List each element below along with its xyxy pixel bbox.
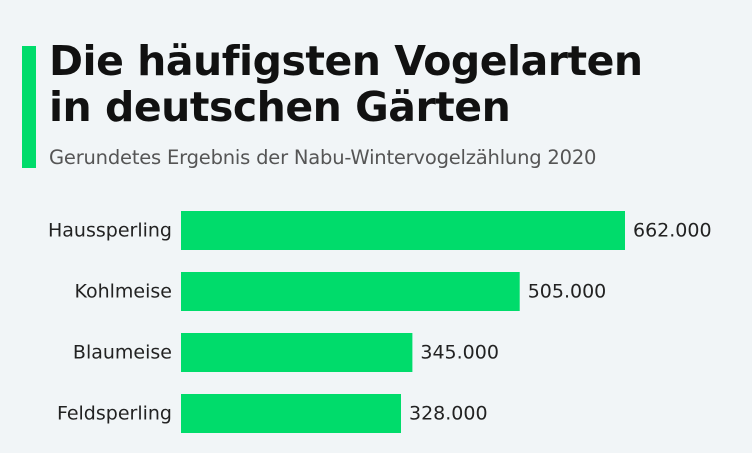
- value-label-blaumeise: 345.000: [420, 342, 499, 364]
- value-label-haussperling: 662.000: [633, 220, 712, 242]
- chart-title: Die häufigsten Vogelarten in deutschen G…: [49, 38, 643, 130]
- title-accent-bar: [22, 46, 36, 168]
- bar-kohlmeise: [181, 272, 520, 311]
- category-label-blaumeise: Blaumeise: [73, 342, 172, 364]
- category-label-feldsperling: Feldsperling: [57, 403, 172, 425]
- value-label-feldsperling: 328.000: [409, 403, 488, 425]
- category-label-kohlmeise: Kohlmeise: [74, 281, 172, 303]
- bar-feldsperling: [181, 394, 401, 433]
- chart-title-line-2: in deutschen Gärten: [49, 83, 511, 131]
- value-label-kohlmeise: 505.000: [528, 281, 607, 303]
- chart-title-line-1: Die häufigsten Vogelarten: [49, 37, 643, 85]
- bar-haussperling: [181, 211, 625, 250]
- category-label-haussperling: Haussperling: [48, 220, 172, 242]
- chart-subtitle: Gerundetes Ergebnis der Nabu-Wintervogel…: [49, 146, 597, 169]
- bar-blaumeise: [181, 333, 413, 372]
